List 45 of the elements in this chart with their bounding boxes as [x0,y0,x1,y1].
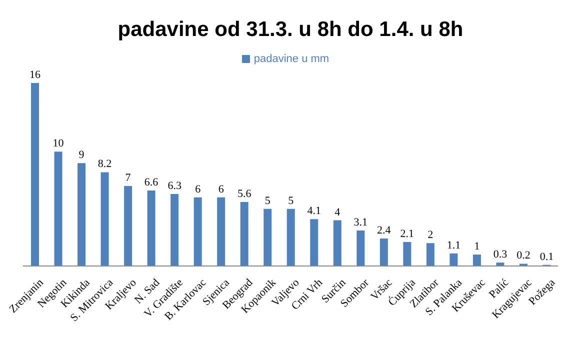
data-label: 2 [428,229,434,242]
data-label: 4.1 [307,205,322,218]
bar [450,253,458,266]
data-label: 5 [264,194,271,207]
bar [54,152,62,266]
bar [264,208,272,266]
bar [380,238,388,266]
bar [147,190,156,266]
bar [472,254,481,266]
bar [356,230,365,266]
data-label: 6.3 [168,180,182,192]
data-label: 0.3 [493,248,508,261]
bar [31,83,39,266]
data-label: 8.2 [98,158,112,170]
data-label: 0.2 [516,250,530,262]
bar [170,194,179,266]
bar [217,197,226,266]
bar [240,202,248,266]
data-label: 10 [52,138,64,150]
data-label: 7 [125,172,132,184]
data-label: 3.1 [354,216,368,229]
bar [403,242,412,266]
bar [426,243,434,266]
data-label: 5.6 [237,188,252,200]
data-label: 2.4 [377,224,392,237]
data-label: 6 [218,183,224,196]
data-label: 0.1 [540,250,554,263]
chart-title: padavine od 31.3. u 8h do 1.4. u 8h [116,17,464,43]
data-label: 5 [288,194,294,207]
bar [310,219,318,266]
bar [124,186,132,266]
bar [286,208,295,266]
bar [100,172,109,266]
data-label: 6 [195,183,202,196]
bar [78,163,86,266]
data-label: 16 [30,69,41,81]
data-label: 6.6 [144,176,159,189]
bar [194,197,202,266]
data-label: 1 [474,240,480,253]
data-label: 1.1 [446,239,461,252]
bar [333,220,342,266]
data-label: 2.1 [400,228,414,240]
data-label: 9 [78,149,85,162]
legend-label: padavine u mm [254,53,330,65]
data-label: 4 [334,206,341,218]
